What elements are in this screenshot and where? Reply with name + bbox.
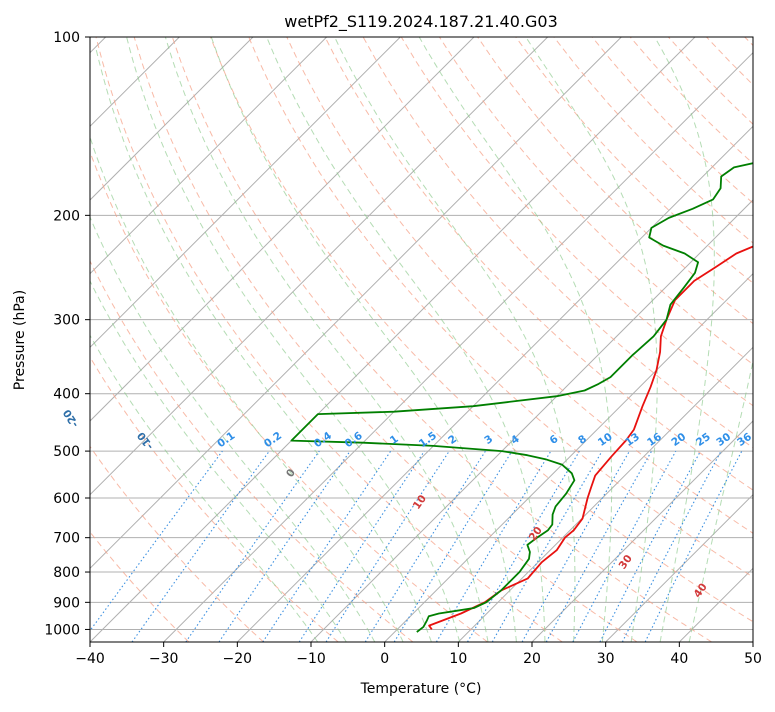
y-tick-label: 100 (53, 30, 80, 46)
y-tick-label: 800 (53, 565, 80, 581)
y-axis-label: Pressure (hPa) (12, 290, 28, 390)
x-tick-label: −10 (296, 651, 326, 667)
x-tick-label: −30 (149, 651, 179, 667)
x-tick-label: 0 (380, 651, 389, 667)
y-tick-label: 500 (53, 444, 80, 460)
x-tick-label: 20 (523, 651, 541, 667)
x-tick-label: −20 (223, 651, 253, 667)
x-axis-label: Temperature (°C) (360, 681, 482, 697)
x-tick-label: 50 (744, 651, 762, 667)
x-tick-label: 10 (449, 651, 467, 667)
y-tick-label: 200 (53, 208, 80, 224)
y-tick-label: 900 (53, 595, 80, 611)
y-tick-label: 300 (53, 313, 80, 329)
x-tick-label: 30 (597, 651, 615, 667)
x-tick-label: 40 (670, 651, 688, 667)
y-tick-label: 700 (53, 531, 80, 547)
y-tick-label: 600 (53, 491, 80, 507)
x-tick-label: −40 (75, 651, 105, 667)
y-tick-label: 1000 (44, 622, 80, 638)
chart-title: wetPf2_S119.2024.187.21.40.G03 (284, 12, 558, 32)
y-tick-label: 400 (53, 387, 80, 403)
